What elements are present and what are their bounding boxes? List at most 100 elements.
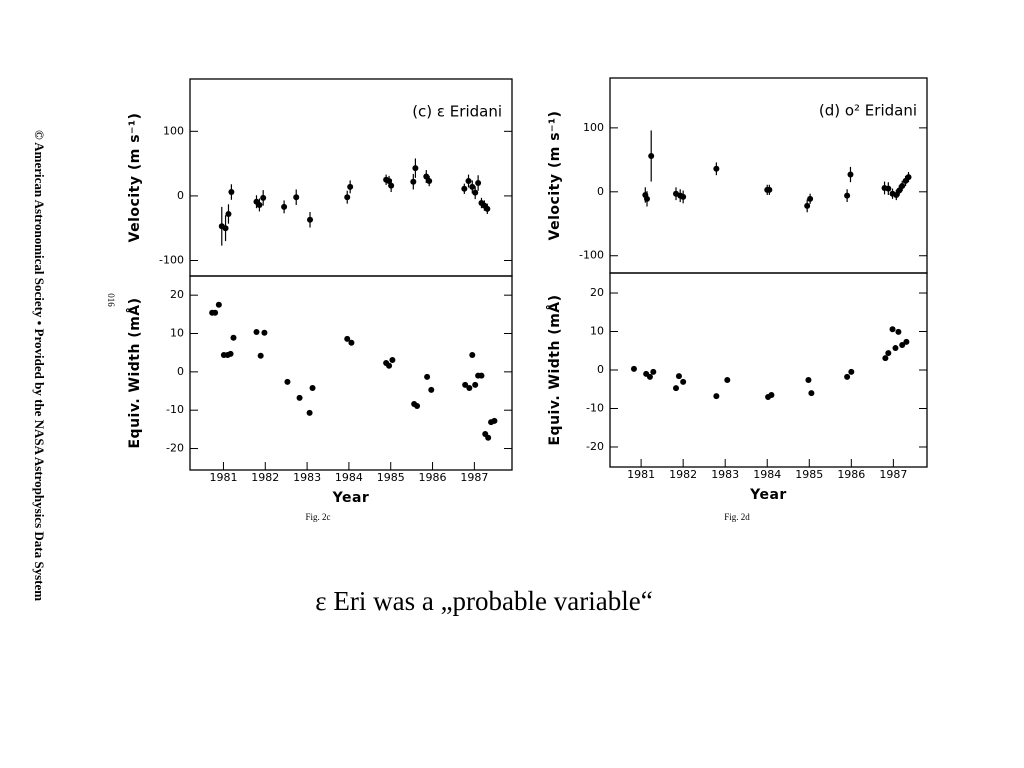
data-point — [713, 165, 720, 172]
y-axis-label: Velocity (m s⁻¹) — [127, 113, 143, 243]
x-tick-label: 1982 — [669, 468, 697, 481]
data-point — [215, 301, 222, 308]
x-tick-label: 1986 — [837, 468, 865, 481]
figure-label: Fig. 2c — [305, 512, 330, 522]
data-point — [410, 178, 417, 185]
x-tick-label: 1982 — [251, 471, 279, 484]
y-tick-label: -100 — [579, 249, 604, 262]
data-point — [426, 178, 433, 185]
caption: ε Eri was a „probable variable“ — [315, 586, 652, 616]
x-tick-label: 1984 — [335, 471, 363, 484]
data-point — [461, 185, 468, 192]
data-point — [892, 345, 899, 352]
data-point — [466, 384, 473, 391]
data-point — [388, 182, 395, 189]
data-point — [472, 189, 479, 196]
data-point — [680, 378, 687, 385]
x-tick-label: 1987 — [460, 471, 488, 484]
data-point — [472, 381, 479, 388]
data-point — [896, 187, 903, 194]
data-point — [844, 192, 851, 199]
y-tick-label: -100 — [159, 253, 184, 266]
y-tick-label: -10 — [586, 401, 604, 414]
data-point — [307, 216, 314, 223]
data-point — [713, 393, 720, 400]
plot-frame — [189, 275, 513, 471]
x-axis-label: Year — [332, 490, 370, 506]
data-point — [344, 335, 351, 342]
data-point — [673, 385, 680, 392]
data-point — [296, 394, 303, 401]
data-point — [905, 174, 912, 181]
data-point — [260, 194, 267, 201]
data-point — [348, 339, 355, 346]
data-point — [257, 352, 264, 359]
y-tick-label: -20 — [586, 440, 604, 453]
data-point — [469, 351, 476, 358]
y-tick-label: 100 — [583, 121, 604, 134]
data-point — [648, 153, 655, 159]
y-tick-label: -10 — [166, 403, 184, 416]
data-point — [805, 377, 812, 384]
data-point — [230, 334, 237, 341]
data-point — [768, 392, 775, 399]
data-point — [724, 377, 731, 384]
data-point — [680, 193, 687, 200]
data-point — [428, 386, 435, 393]
data-point — [807, 195, 814, 202]
x-tick-label: 1987 — [879, 468, 907, 481]
x-tick-label: 1981 — [209, 471, 237, 484]
data-point — [424, 373, 431, 380]
data-point — [630, 365, 637, 372]
data-point — [386, 362, 393, 369]
panel-title: (c) ε Eridani — [412, 103, 502, 121]
data-point — [389, 356, 396, 363]
data-point — [284, 378, 291, 385]
data-point — [899, 341, 906, 348]
x-tick-label: 1984 — [753, 468, 781, 481]
data-point — [228, 189, 235, 196]
data-point — [293, 194, 300, 201]
data-point — [344, 194, 351, 201]
x-tick-label: 1985 — [377, 471, 405, 484]
y-tick-label: 0 — [177, 365, 184, 378]
x-tick-label: 1983 — [711, 468, 739, 481]
data-point — [465, 178, 472, 185]
data-point — [309, 384, 316, 391]
y-tick-label: 0 — [597, 363, 604, 376]
x-axis-label: Year — [749, 487, 787, 503]
figure-label: Fig. 2d — [724, 512, 750, 522]
data-point — [844, 373, 851, 380]
data-point — [675, 373, 682, 380]
sidebar-credit: © American Astronomical Society • Provid… — [32, 130, 47, 601]
data-point — [650, 368, 657, 375]
data-point — [885, 185, 892, 192]
data-point — [227, 350, 234, 357]
data-point — [414, 402, 421, 409]
y-tick-label: 20 — [170, 288, 184, 301]
data-point — [469, 183, 476, 190]
y-tick-label: 20 — [590, 286, 604, 299]
data-point — [423, 173, 430, 180]
y-tick-label: 10 — [590, 325, 604, 338]
plot-frame — [609, 272, 928, 468]
data-point — [885, 350, 892, 357]
x-tick-label: 1985 — [795, 468, 823, 481]
data-point — [222, 225, 229, 232]
data-point — [889, 326, 896, 333]
data-point — [462, 381, 469, 388]
y-tick-label: 0 — [177, 189, 184, 202]
data-point — [478, 372, 485, 379]
x-tick-label: 1981 — [627, 468, 655, 481]
y-axis-label: Equiv. Width (mÅ) — [126, 297, 143, 448]
data-point — [895, 328, 902, 335]
y-tick-label: 0 — [597, 185, 604, 198]
data-point — [766, 186, 773, 193]
data-point — [485, 434, 492, 441]
data-point — [893, 192, 900, 198]
data-point — [848, 368, 855, 375]
data-point — [484, 205, 491, 212]
data-point — [475, 179, 482, 186]
x-tick-label: 1983 — [293, 471, 321, 484]
